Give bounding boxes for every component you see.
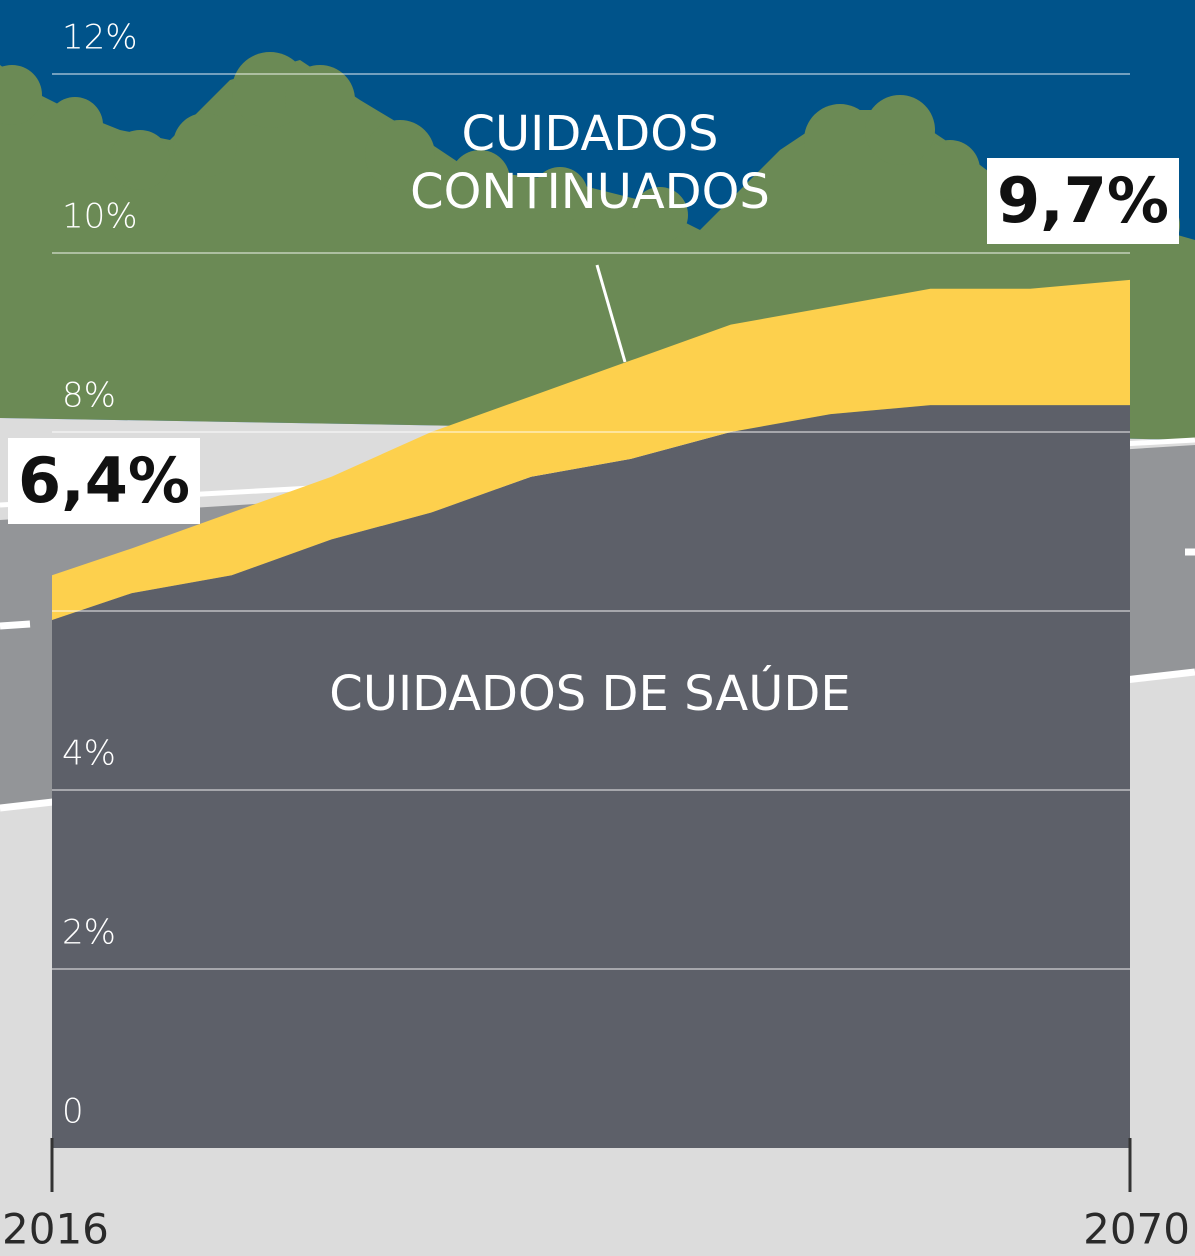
y-tick-label: 2% [62,913,116,953]
y-tick-label: 10% [62,197,138,237]
area-label: CUIDADOS DE SAÚDE [329,666,851,722]
y-tick-label: 4% [62,734,116,774]
x-tick-label: 2070 [1083,1205,1190,1254]
area [52,405,1130,1148]
y-tick-label: 12% [62,18,138,58]
y-tick-label: 8% [62,376,116,416]
end-value: 9,7% [987,158,1179,244]
start-value: 6,4% [8,438,200,524]
area [52,279,1130,620]
y-tick-label: 0 [62,1092,84,1132]
x-tick-label: 2016 [2,1205,109,1254]
area-label: CUIDADOS CONTINUADOS [410,106,770,220]
